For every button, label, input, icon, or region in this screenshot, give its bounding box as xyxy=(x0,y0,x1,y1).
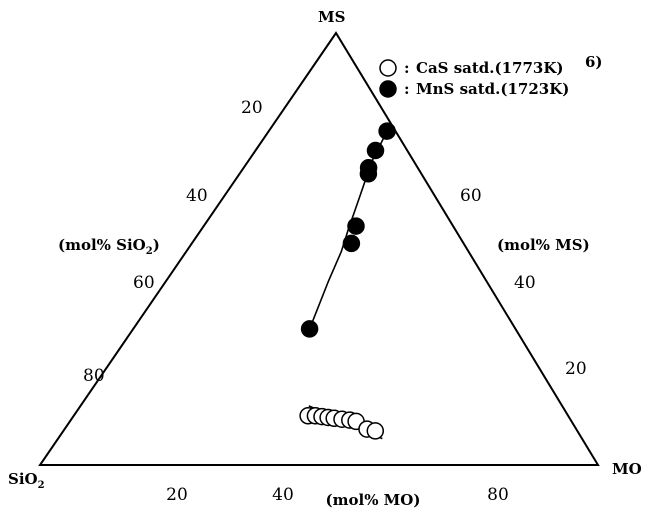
reference-tag: 6) xyxy=(585,53,603,71)
vertex-label-ms: MS xyxy=(318,8,345,26)
tick-label-sio2-40: 40 xyxy=(186,186,208,206)
tick-label-ms-20: 20 xyxy=(565,359,587,379)
vertex-label-mo: MO xyxy=(612,460,642,478)
tick-label-ms-60: 60 xyxy=(460,186,482,206)
data-point-mns-4 xyxy=(359,165,378,183)
sio2-subscript: 2 xyxy=(38,480,45,491)
legend-marker-mns xyxy=(379,80,397,98)
series-points xyxy=(299,122,396,440)
tick-label-mo-40: 40 xyxy=(272,485,294,505)
data-point-mns-5 xyxy=(347,217,365,235)
legend-colon-cas: : xyxy=(404,59,410,77)
data-point-mns-2 xyxy=(366,141,385,160)
tick-label-mo-80: 80 xyxy=(487,485,509,505)
legend-colon-mns: : xyxy=(404,80,410,98)
data-point-mns-6 xyxy=(342,234,361,253)
legend-marker-cas xyxy=(379,59,397,77)
vertex-label-sio2: SiO2 xyxy=(8,470,45,491)
sio2-axis-subscript: 2 xyxy=(146,246,153,257)
data-point-mns-7 xyxy=(300,320,319,338)
data-point-mns-1 xyxy=(378,122,396,140)
tick-label-mo-20: 20 xyxy=(166,485,188,505)
tick-label-sio2-80: 80 xyxy=(83,366,105,386)
axis-label-ms: (mol% MS) xyxy=(497,236,590,254)
axis-label-sio2: (mol% SiO2) xyxy=(58,236,160,257)
axis-label-mo: (mol% MO) xyxy=(326,491,421,509)
legend: : CaS satd.(1773K) : MnS satd.(1723K) 6) xyxy=(379,53,603,98)
ternary-triangle-frame xyxy=(38,31,600,466)
legend-label-cas: CaS satd.(1773K) xyxy=(416,59,564,77)
legend-label-mns: MnS satd.(1723K) xyxy=(416,80,569,98)
tick-label-ms-40: 40 xyxy=(514,273,536,293)
tick-label-sio2-60: 60 xyxy=(133,273,155,293)
tick-label-sio2-20: 20 xyxy=(241,98,263,118)
data-point-cas-10 xyxy=(366,422,385,440)
